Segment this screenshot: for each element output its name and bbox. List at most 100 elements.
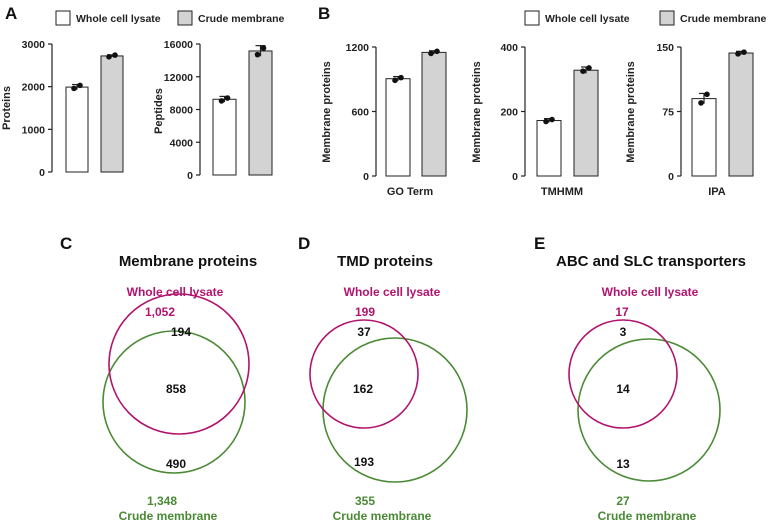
y-tick-label-b1-2: 1200 xyxy=(346,42,370,54)
panel-letter-d: D xyxy=(298,234,310,253)
data-point-a2-0-1 xyxy=(224,95,231,101)
y-tick-label-b1-0: 0 xyxy=(363,171,369,183)
y-axis-label-b1: Membrane proteins xyxy=(321,61,333,162)
venn-only-set2-count: 13 xyxy=(616,457,630,471)
y-tick-label-b2-0: 0 xyxy=(512,171,518,183)
data-point-a2-1-0 xyxy=(254,51,261,58)
venn-set1-label: Whole cell lysate xyxy=(127,285,224,299)
bar-b3-1 xyxy=(728,52,754,177)
data-point-a2-0-0 xyxy=(218,98,225,104)
data-point-b1-1-1 xyxy=(434,48,440,55)
y-tick-label-a2-1: 4000 xyxy=(170,137,194,149)
data-point-a1-0-1 xyxy=(77,82,83,89)
y-tick-label-b2-2: 400 xyxy=(500,42,518,54)
y-axis-label-b2: Membrane proteins xyxy=(471,61,483,162)
bar-a2-1 xyxy=(248,50,273,176)
venn-set1-total: 17 xyxy=(615,305,629,319)
venn-only-set2-count: 193 xyxy=(354,455,374,469)
y-tick-label-a1-3: 3000 xyxy=(22,39,46,51)
venn-3: ABC and SLC transporters Whole cell lysat… xyxy=(556,253,746,523)
data-point-a1-1-0 xyxy=(106,54,112,60)
y-tick-label-a2-0: 0 xyxy=(187,170,193,182)
venn-circle-whole-cell-lysate xyxy=(108,293,250,435)
y-axis-label-a2: Peptides xyxy=(153,88,165,134)
x-axis-label-b3: IPA xyxy=(708,186,726,198)
venn-set1-total: 1,052 xyxy=(145,305,175,319)
legend-b: Whole cell lysate Crude membrane xyxy=(524,10,767,26)
bar-chart-b3: 0 75 150 Membrane proteins IPA xyxy=(625,42,754,198)
y-tick-label-b3-0: 0 xyxy=(668,171,674,183)
x-axis-label-b2: TMHMM xyxy=(541,186,583,198)
venn-only-set1-count: 37 xyxy=(357,325,371,339)
data-point-b2-1-1 xyxy=(586,65,592,71)
data-point-b3-0-1 xyxy=(704,91,710,98)
data-point-b2-0-1 xyxy=(549,116,555,123)
legend-b-whole-label: Whole cell lysate xyxy=(545,13,630,25)
venn-set2-label: Crude membrane xyxy=(598,509,697,523)
data-point-b3-1-1 xyxy=(741,49,747,55)
legend-b-whole-swatch xyxy=(524,10,540,26)
venn-only-set1-count: 194 xyxy=(171,325,191,339)
bar-chart-b2: 0 200 400 Membrane proteins TMHMM xyxy=(471,42,599,198)
y-axis-label-b3: Membrane proteins xyxy=(625,61,637,162)
bar-charts: 0100020003000Proteins0400080001200016000… xyxy=(1,39,754,198)
y-tick-label-a2-2: 8000 xyxy=(170,105,194,117)
y-tick-label-a2-3: 12000 xyxy=(164,72,193,84)
bar-b1-1 xyxy=(421,51,447,177)
venn-2: TMD proteins Whole cell lysate 199 37 162 193… xyxy=(309,253,468,523)
bar-a1-1 xyxy=(100,55,124,173)
y-tick-label-a1-0: 0 xyxy=(39,167,45,179)
y-tick-label-a2-4: 16000 xyxy=(164,39,193,51)
bar-b1-0 xyxy=(385,78,411,177)
legend-a-crude-swatch xyxy=(177,10,193,26)
panel-letter-a: A xyxy=(5,4,17,23)
venn-circle-whole-cell-lysate xyxy=(568,319,678,429)
data-point-b1-0-0 xyxy=(392,77,398,84)
venn-set2-label: Crude membrane xyxy=(119,509,218,523)
data-point-a1-1-1 xyxy=(112,52,118,58)
venn-circle-crude-membrane xyxy=(102,330,246,474)
data-point-b2-0-0 xyxy=(543,118,549,125)
venn-overlap-count: 14 xyxy=(616,382,630,396)
bar-b2-0 xyxy=(536,120,562,177)
y-tick-label-b1-1: 600 xyxy=(351,107,369,119)
y-tick-label-b2-1: 200 xyxy=(500,107,518,119)
venn-title: ABC and SLC transporters xyxy=(556,253,746,270)
venn-set2-total: 1,348 xyxy=(147,494,177,508)
venn-title: TMD proteins xyxy=(337,253,433,270)
panel-letter-e: E xyxy=(534,234,545,253)
x-axis-label-b1: GO Term xyxy=(387,186,433,198)
y-tick-label-a1-1: 1000 xyxy=(22,124,46,136)
data-point-b1-0-1 xyxy=(398,74,404,81)
venn-diagrams: Membrane proteins Whole cell lysate 1,052 1… xyxy=(102,253,746,523)
bar-b2-1 xyxy=(573,69,599,177)
venn-only-set1-count: 3 xyxy=(620,325,627,339)
venn-title: Membrane proteins xyxy=(119,253,257,270)
legend-b-crude-swatch xyxy=(659,10,675,26)
bar-chart-a2: 0 4000 8000 12000 16000 Peptides xyxy=(153,39,273,182)
data-point-a1-0-0 xyxy=(71,85,77,92)
venn-set2-label: Crude membrane xyxy=(333,509,432,523)
legend-b-crude-label: Crude membrane xyxy=(680,13,767,25)
bar-a1-0 xyxy=(65,86,89,173)
venn-circle-whole-cell-lysate xyxy=(309,319,419,429)
data-point-b3-1-0 xyxy=(735,51,741,57)
panel-letter-b: B xyxy=(318,4,330,23)
venn-circle-crude-membrane xyxy=(322,337,468,483)
legend-a-whole-label: Whole cell lysate xyxy=(76,13,161,25)
panel-letter-c: C xyxy=(60,234,72,253)
venn-set1-label: Whole cell lysate xyxy=(602,285,699,299)
legend-a-crude-label: Crude membrane xyxy=(198,13,285,25)
data-point-b2-1-0 xyxy=(580,68,586,74)
data-point-a2-1-1 xyxy=(260,45,267,51)
venn-overlap-count: 858 xyxy=(166,382,186,396)
y-tick-label-b3-2: 150 xyxy=(656,42,674,54)
venn-set1-total: 199 xyxy=(355,305,375,319)
legend-a-whole-swatch xyxy=(55,10,71,26)
y-tick-label-b3-1: 75 xyxy=(662,107,674,119)
venn-overlap-count: 162 xyxy=(353,382,373,396)
venn-set2-total: 27 xyxy=(616,494,630,508)
bar-b3-0 xyxy=(691,98,717,177)
legend-a: Whole cell lysate Crude membrane xyxy=(55,10,285,26)
y-tick-label-a1-2: 2000 xyxy=(22,82,46,94)
